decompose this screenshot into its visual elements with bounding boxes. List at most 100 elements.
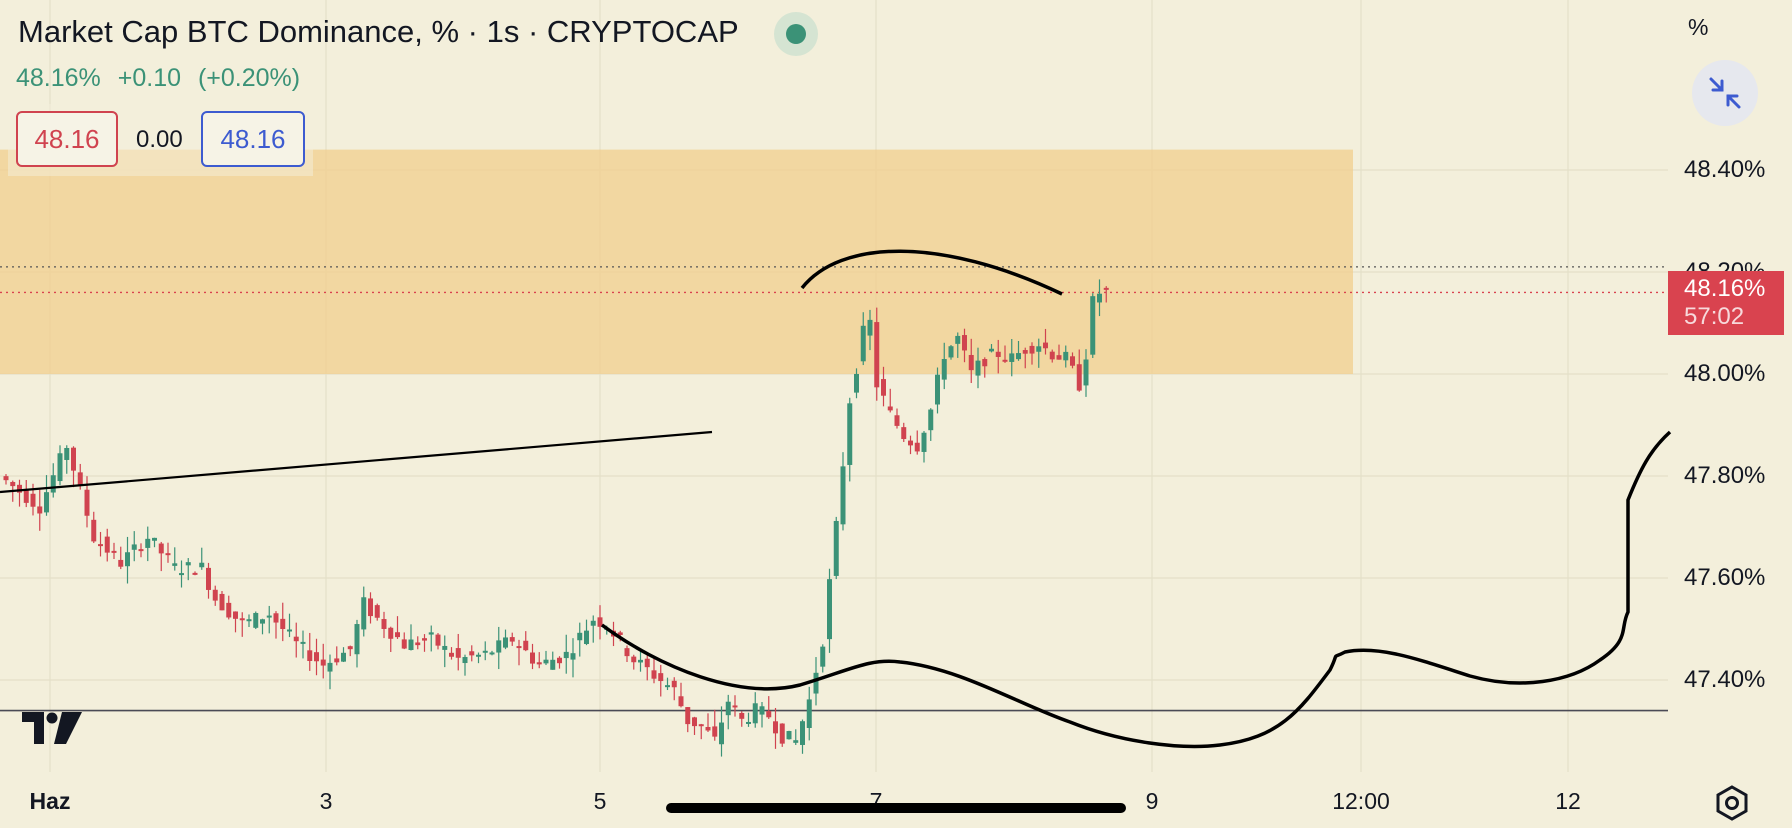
candle (651, 670, 657, 679)
candle (476, 654, 481, 657)
candle (671, 680, 677, 688)
candle (280, 618, 286, 630)
candle (172, 563, 178, 566)
candle (273, 613, 279, 623)
resistance-zone[interactable] (0, 149, 1353, 374)
candle (368, 598, 373, 617)
candle (287, 629, 292, 632)
candle (260, 619, 265, 624)
drawn-arc[interactable] (800, 249, 1063, 296)
candle (1022, 350, 1028, 354)
candle (624, 648, 630, 657)
time-axis-label: 12:00 (1332, 788, 1390, 814)
candle (665, 685, 670, 688)
candle (354, 624, 360, 655)
candle (597, 617, 603, 627)
candle (334, 658, 340, 663)
candles (3, 279, 1109, 757)
candle (638, 659, 643, 663)
candle (658, 673, 664, 682)
candle (1083, 359, 1089, 386)
candle (982, 359, 988, 367)
change-value: +0.10 (117, 64, 182, 92)
candle (881, 379, 886, 396)
candle (698, 724, 704, 727)
candle (1049, 351, 1055, 360)
candle (71, 447, 76, 471)
gear-icon[interactable] (1713, 784, 1751, 822)
candle (725, 701, 731, 716)
candle (206, 567, 211, 590)
sell-price-box[interactable]: 48.16 (16, 111, 118, 167)
candle (989, 348, 994, 352)
price-axis-unit: % (1688, 14, 1709, 40)
candle (1097, 293, 1102, 303)
candle (577, 632, 583, 641)
candle (644, 658, 650, 668)
candle (793, 740, 799, 743)
candle (746, 721, 751, 724)
candle (975, 360, 981, 376)
candle (509, 637, 515, 642)
candle (428, 632, 434, 635)
candle (921, 432, 927, 452)
live-status-dot-icon (774, 12, 818, 56)
candle (91, 519, 97, 542)
candle (820, 646, 826, 667)
drawn-curve[interactable] (600, 430, 1672, 749)
candle (347, 646, 353, 650)
candle (874, 322, 880, 388)
candle (10, 481, 16, 487)
trend-line[interactable] (0, 430, 713, 494)
candle (442, 645, 448, 650)
bid-ask-row: 48.16 0.00 48.16 (8, 104, 313, 176)
candle (158, 543, 164, 554)
candle (165, 553, 171, 556)
collapse-arrows-icon (1709, 77, 1741, 109)
candle (293, 636, 299, 642)
candle (860, 325, 866, 362)
candle (1036, 346, 1042, 352)
candle (948, 346, 954, 358)
candle (219, 593, 225, 611)
candle (941, 359, 947, 380)
collapse-button[interactable] (1692, 60, 1758, 126)
candle (307, 650, 313, 661)
candle (570, 653, 576, 660)
candle (719, 722, 724, 745)
candle (131, 544, 137, 550)
candle (185, 562, 191, 566)
candle (1043, 342, 1048, 349)
candle (516, 646, 522, 649)
candle (37, 506, 43, 514)
buy-price-box[interactable]: 48.16 (201, 111, 305, 167)
candle (381, 619, 387, 629)
candle (361, 597, 367, 630)
candle (887, 406, 893, 411)
candle (3, 476, 9, 481)
candle (1029, 345, 1035, 354)
candle (1063, 351, 1069, 361)
candle (23, 488, 29, 503)
candle (199, 562, 205, 568)
candle (1090, 296, 1096, 355)
last-value: 48.16% (16, 64, 101, 92)
candle (253, 612, 259, 628)
candle (1056, 355, 1062, 360)
candle (314, 652, 319, 662)
candle (17, 484, 22, 493)
price-axis-label: 47.60% (1684, 564, 1766, 591)
candle (806, 699, 812, 729)
candle (415, 642, 421, 646)
candle (523, 640, 529, 651)
candle (773, 721, 778, 734)
candle (584, 630, 589, 645)
bar-countdown: 57:02 (1684, 303, 1745, 330)
candle (145, 538, 151, 548)
price-axis-label: 48.40% (1684, 156, 1766, 183)
price-change-line: 48.16% +0.10 (+0.20%) (16, 64, 310, 93)
candle (1016, 353, 1021, 360)
candle (104, 536, 110, 553)
candle (77, 472, 83, 486)
